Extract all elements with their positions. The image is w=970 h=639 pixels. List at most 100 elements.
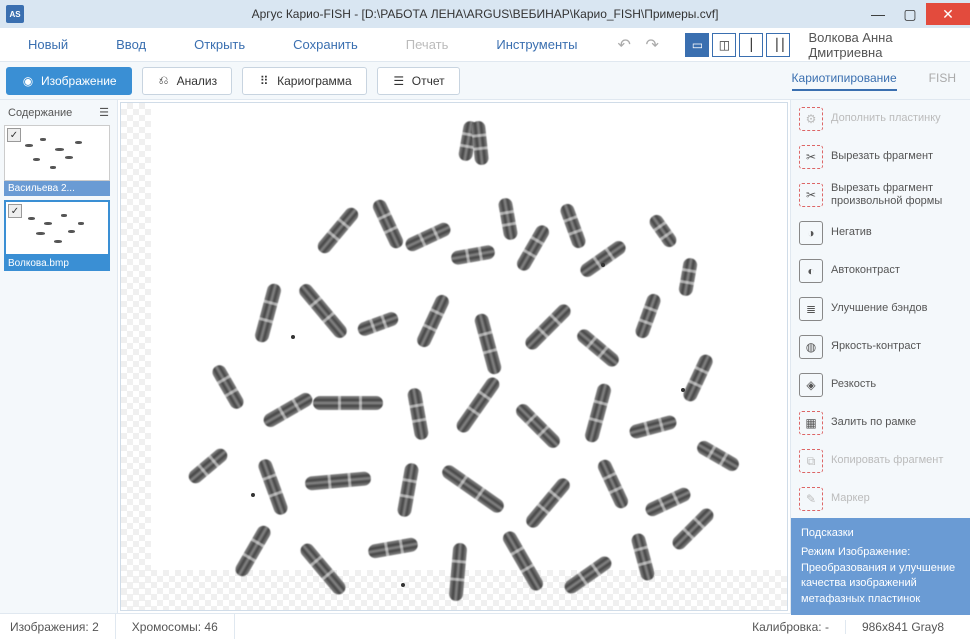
tool-label: Дополнить пластинку xyxy=(831,112,941,125)
chromosome xyxy=(596,457,631,510)
chromosome xyxy=(261,390,315,429)
minimize-button[interactable]: — xyxy=(862,3,894,25)
tool-label: Вырезать фрагмент xyxy=(831,150,933,163)
chromosome xyxy=(523,476,572,531)
checker-left xyxy=(121,103,151,610)
chromosome xyxy=(473,312,503,376)
mode-report-label: Отчет xyxy=(412,74,445,88)
status-images: Изображения: 2 xyxy=(10,614,116,639)
negative-icon: ◑ xyxy=(799,221,823,245)
tab-karyotyping[interactable]: Кариотипирование xyxy=(792,71,897,91)
hints-text: Режим Изображение: Преобразования и улуч… xyxy=(801,545,960,607)
view-pair-button[interactable]: ⎟⎟ xyxy=(766,33,790,57)
thumbnail-0-check-icon[interactable]: ✓ xyxy=(7,128,21,142)
tool-label: Автоконтраст xyxy=(831,264,900,277)
chromosome xyxy=(454,375,502,435)
window-title: Аргус Карио-FISH - [D:\РАБОТА ЛЕНА\ARGUS… xyxy=(252,7,719,21)
chromosome xyxy=(497,197,518,241)
tool-fill[interactable]: ▦Залить по рамке xyxy=(791,404,970,442)
chromosome xyxy=(514,223,551,273)
menu-print: Печать xyxy=(382,37,473,52)
menu-save[interactable]: Сохранить xyxy=(269,37,382,52)
chromosome xyxy=(471,120,490,165)
thumbnail-0-image: ✓ xyxy=(4,125,110,181)
tool-label: Негатив xyxy=(831,226,872,239)
menu-tools[interactable]: Инструменты xyxy=(472,37,601,52)
mode-analysis-label: Анализ xyxy=(177,74,218,88)
chromosome xyxy=(647,212,679,250)
image-icon: ◉ xyxy=(21,74,35,88)
brightness-icon: ◍ xyxy=(799,335,823,359)
spot xyxy=(681,388,685,392)
bands-icon: ≣ xyxy=(799,297,823,321)
chromosome xyxy=(643,486,692,519)
thumbnail-1-check-icon[interactable]: ✓ xyxy=(8,204,22,218)
window-controls: — ▢ ✕ xyxy=(862,3,970,25)
tool-scissors[interactable]: ✂Вырезать фрагмент xyxy=(791,138,970,176)
view-chromosome-button[interactable]: ⎮ xyxy=(739,33,763,57)
tool-brightness[interactable]: ◍ Яркость-контраст xyxy=(791,328,970,366)
chromosome xyxy=(296,281,349,341)
chromosome xyxy=(523,302,574,353)
image-canvas[interactable] xyxy=(120,102,788,611)
mode-karyogram-button[interactable]: ⠿ Кариограмма xyxy=(242,67,367,95)
spot xyxy=(401,583,405,587)
menu-open[interactable]: Открыть xyxy=(170,37,269,52)
tool-label: Маркер xyxy=(831,492,870,505)
close-button[interactable]: ✕ xyxy=(926,3,970,25)
report-icon: ☰ xyxy=(392,74,406,88)
view-single-button[interactable]: ▭ xyxy=(685,33,709,57)
menu-new[interactable]: Новый xyxy=(4,37,92,52)
redo-button[interactable]: ↷ xyxy=(645,35,665,55)
chromosome xyxy=(559,202,588,250)
menubar: Новый Ввод Открыть Сохранить Печать Инст… xyxy=(0,28,970,62)
tool-label: Яркость-контраст xyxy=(831,340,921,353)
user-name: Волкова Анна Дмитриевна xyxy=(808,30,966,60)
tool-bands[interactable]: ≣ Улучшение бэндов xyxy=(791,290,970,328)
toolbar: ◉ Изображение ⎌ Анализ ⠿ Кариограмма ☰ О… xyxy=(0,62,970,100)
undo-button[interactable]: ↶ xyxy=(617,35,637,55)
status-chromosomes: Хромосомы: 46 xyxy=(116,614,235,639)
chromosome xyxy=(678,257,698,297)
spot xyxy=(601,263,605,267)
marker-icon: ✎ xyxy=(799,487,823,511)
tool-puzzle: ⚙ Дополнить пластинку xyxy=(791,100,970,138)
chromosome xyxy=(695,438,742,473)
tool-lasso[interactable]: ✂Вырезать фрагмент произвольной формы xyxy=(791,176,970,214)
tab-fish[interactable]: FISH xyxy=(929,71,956,91)
thumbnail-1[interactable]: ✓ Волкова.bmp xyxy=(4,200,110,271)
content-panel: Содержание ☰ ✓ Васильева 2... ✓ xyxy=(0,100,118,613)
chromosome xyxy=(407,387,430,441)
method-tabs: Кариотипирование FISH xyxy=(792,71,956,91)
tool-sharpness[interactable]: ◈Резкость xyxy=(791,366,970,404)
main-area: Содержание ☰ ✓ Васильева 2... ✓ xyxy=(0,100,970,613)
mode-report-button[interactable]: ☰ Отчет xyxy=(377,67,460,95)
tool-autocontrast[interactable]: ◐Автоконтраст xyxy=(791,252,970,290)
thumbnail-0[interactable]: ✓ Васильева 2... xyxy=(4,125,110,196)
chromosome xyxy=(439,463,506,516)
view-split-button[interactable]: ◫ xyxy=(712,33,736,57)
content-panel-title: Содержание xyxy=(8,107,72,119)
content-panel-menu-icon[interactable]: ☰ xyxy=(99,106,109,119)
app-icon: AS xyxy=(6,5,24,23)
chromosome xyxy=(356,310,400,338)
chromosome xyxy=(186,446,230,486)
maximize-button[interactable]: ▢ xyxy=(894,3,926,25)
chromosome xyxy=(305,471,372,491)
mode-image-button[interactable]: ◉ Изображение xyxy=(6,67,132,95)
tool-label: Резкость xyxy=(831,378,876,391)
mode-image-label: Изображение xyxy=(41,74,117,88)
analysis-icon: ⎌ xyxy=(157,74,171,88)
chromosome xyxy=(315,205,361,256)
menu-input[interactable]: Ввод xyxy=(92,37,170,52)
tool-marker: ✎ Маркер xyxy=(791,480,970,518)
mode-analysis-button[interactable]: ⎌ Анализ xyxy=(142,67,233,95)
tool-negative[interactable]: ◑ Негатив xyxy=(791,214,970,252)
puzzle-icon: ⚙ xyxy=(799,107,823,131)
chromosome xyxy=(371,197,406,250)
spot xyxy=(251,493,255,497)
tool-label: Улучшение бэндов xyxy=(831,302,927,315)
tool-copy: ⧉Копировать фрагмент xyxy=(791,442,970,480)
tool-label: Залить по рамке xyxy=(831,416,916,429)
chromosome xyxy=(415,293,451,350)
